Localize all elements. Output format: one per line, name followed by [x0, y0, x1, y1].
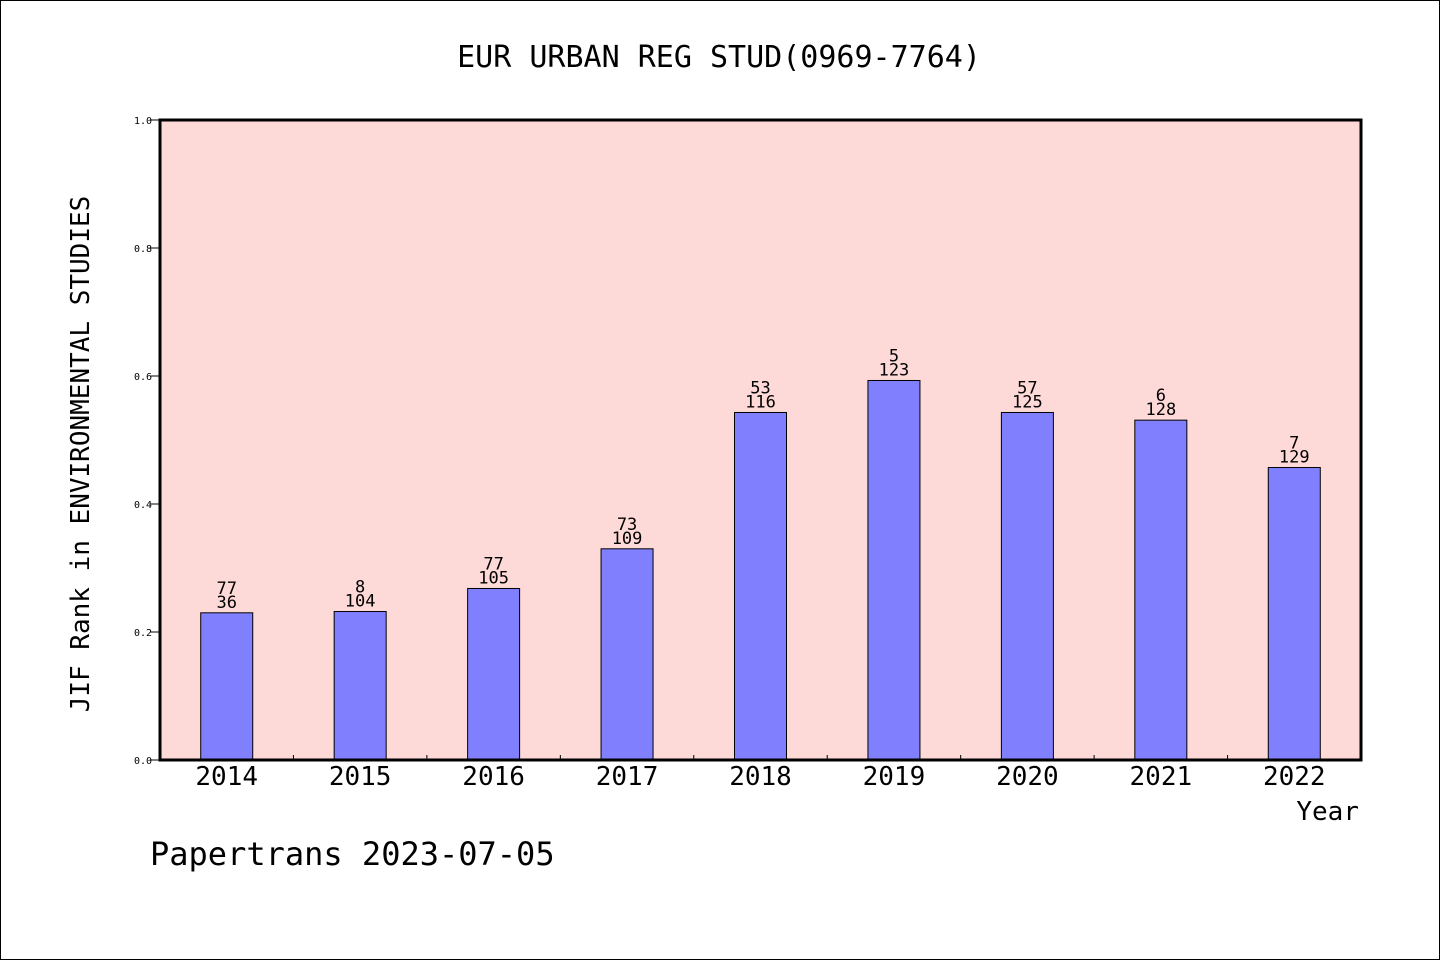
bar-count-label-2015: 104: [345, 592, 376, 612]
bar-count-label-2017: 109: [612, 529, 643, 549]
y-tick-label: 1.0: [134, 116, 152, 127]
footer-credit: Papertrans 2023-07-05: [150, 835, 555, 873]
x-tick-label-2021: 2021: [1130, 762, 1193, 792]
y-tick-label: 0.8: [134, 244, 152, 255]
x-tick-label-2015: 2015: [329, 762, 392, 792]
x-tick-label-2019: 2019: [863, 762, 926, 792]
bar-rank-label-2016: 77: [483, 554, 503, 574]
bar-count-label-2019: 123: [879, 360, 910, 380]
y-tick-label: 0.2: [134, 628, 152, 639]
plot-border: [158, 118, 1363, 762]
bar-rank-label-2014: 77: [216, 579, 236, 599]
bar-rank-label-2017: 73: [617, 515, 637, 535]
x-tick-label-2014: 2014: [195, 762, 258, 792]
bar-count-label-2022: 129: [1279, 448, 1310, 468]
ticks-group: 2014 2015 2016 2017 2018 2019 2020 2021 2022 0.0 0…: [134, 116, 1326, 792]
x-tick-label-2016: 2016: [462, 762, 525, 792]
bar-2020: [1000, 411, 1054, 761]
bar-rank-label-2021: 6: [1156, 386, 1166, 406]
chart-title: EUR URBAN REG STUD(0969-7764): [457, 40, 981, 75]
bar-count-label-2021: 128: [1145, 400, 1176, 420]
x-tick-label-2022: 2022: [1263, 762, 1326, 792]
y-axis-title: JIF Rank in ENVIRONMENTAL STUDIES: [66, 196, 96, 713]
bar-2019: [867, 379, 921, 761]
bar-2022: [1267, 467, 1321, 761]
bar-2017: [600, 548, 654, 761]
bar-rank-label-2018: 53: [750, 378, 770, 398]
bar-rank-label-2022: 7: [1289, 434, 1299, 454]
bar-count-label-2018: 116: [745, 392, 776, 412]
x-tick-label-2017: 2017: [596, 762, 659, 792]
bar-2016: [467, 587, 521, 761]
x-tick-label-2018: 2018: [729, 762, 792, 792]
y-tick-label: 0.6: [134, 372, 152, 383]
bar-2021: [1134, 419, 1188, 761]
bar-count-label-2016: 105: [478, 568, 509, 588]
x-axis-title: Year: [1296, 797, 1359, 827]
bar-2014: [200, 612, 254, 761]
y-tick-label: 0.0: [134, 756, 152, 767]
y-tick-label: 0.4: [134, 500, 152, 511]
bar-count-label-2020: 125: [1012, 392, 1043, 412]
bar-rank-label-2020: 57: [1017, 378, 1037, 398]
x-tick-label-2020: 2020: [996, 762, 1059, 792]
bar-2015: [333, 611, 387, 761]
bar-rank-label-2019: 5: [889, 346, 899, 366]
bar-rank-label-2015: 8: [355, 578, 365, 598]
bar-count-label-2014: 36: [216, 593, 236, 613]
bar-2018: [734, 411, 787, 761]
